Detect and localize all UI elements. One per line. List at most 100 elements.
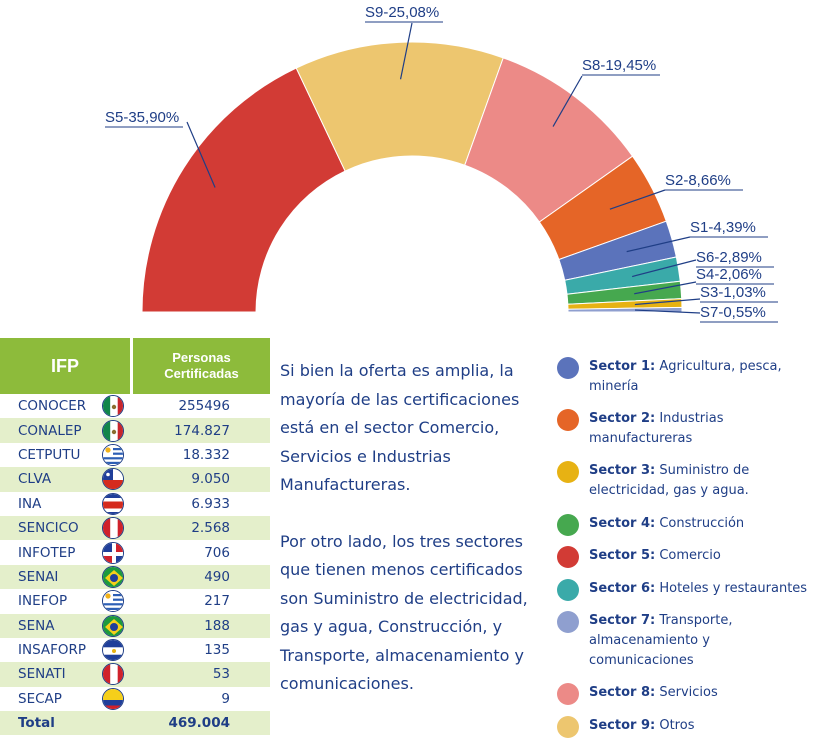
legend-swatch	[557, 716, 579, 738]
legend-text: Sector 6: Hoteles y restaurantes	[589, 579, 807, 601]
brazil-flag-icon	[102, 614, 124, 637]
leader-line	[634, 309, 701, 314]
ifp-name: INEFOP	[18, 593, 68, 610]
header-ifp: IFP	[0, 338, 130, 394]
certified-count: 53	[212, 666, 230, 683]
ifp-name: INA	[18, 495, 42, 512]
uruguay-flag-icon	[102, 443, 124, 466]
legend-sector-desc: Servicios	[655, 685, 718, 700]
legend-sector-name: Sector 9:	[589, 718, 656, 733]
legend-sector-name: Sector 1:	[589, 359, 656, 374]
paragraph-2: Por otro lado, los tres sectores que tie…	[280, 531, 528, 694]
legend-sector-desc: Agricultura, pesca, minería	[589, 359, 782, 394]
legend-sector-desc: Industrias manufactureras	[589, 411, 724, 446]
slice-label: S5-35,90%	[105, 109, 179, 126]
leader-line	[552, 75, 583, 127]
paragraph-1: Si bien la oferta es amplia, la mayoría …	[280, 361, 520, 494]
total-value: 469.004	[168, 715, 231, 732]
legend-sector-name: Sector 3:	[589, 463, 656, 478]
leader-line	[609, 189, 666, 210]
table-row: INSAFORP 135	[0, 638, 270, 662]
certified-count: 9.050	[191, 471, 230, 488]
legend-item-sector-3: Sector 3: Suministro de electricidad, ga…	[557, 461, 814, 501]
legend-item-sector-7: Sector 7: Transporte, almacenamiento y c…	[557, 611, 814, 671]
legend-swatch	[557, 579, 579, 601]
peru-flag-icon	[102, 517, 124, 540]
legend-sector-desc: Hoteles y restaurantes	[655, 581, 808, 596]
slice-label: S9-25,08%	[365, 4, 439, 21]
legend-text: Sector 2: Industrias manufactureras	[589, 409, 814, 449]
legend-item-sector-5: Sector 5: Comercio	[557, 546, 814, 568]
mexico-flag-icon	[102, 395, 124, 418]
table-row: SENAI 490	[0, 564, 270, 590]
legend-item-sector-8: Sector 8: Servicios	[557, 683, 814, 705]
brazil-flag-icon	[102, 565, 124, 588]
ifp-name: CETPUTU	[18, 446, 81, 463]
description-text: Si bien la oferta es amplia, la mayoría …	[280, 357, 552, 727]
certified-count: 135	[204, 642, 230, 659]
ifp-name: INSAFORP	[18, 642, 87, 659]
peru-flag-icon	[102, 663, 124, 686]
mexico-flag-icon	[102, 419, 124, 442]
leader-line	[626, 236, 691, 253]
slice-label: S2-8,66%	[665, 172, 731, 189]
legend-text: Sector 8: Servicios	[589, 683, 718, 705]
certified-count: 706	[204, 544, 230, 561]
total-label: Total	[18, 715, 55, 732]
legend-text: Sector 1: Agricultura, pesca, minería	[589, 357, 814, 397]
leader-line	[634, 281, 697, 295]
legend-item-sector-4: Sector 4: Construcción	[557, 514, 814, 536]
legend-sector-name: Sector 8:	[589, 685, 656, 700]
legend-item-sector-6: Sector 6: Hoteles y restaurantes	[557, 579, 814, 601]
slice-label: S8-19,45%	[582, 57, 656, 74]
legend-text: Sector 4: Construcción	[589, 514, 744, 536]
leader-line	[186, 121, 216, 188]
legend-swatch	[557, 409, 579, 431]
table-row: SECAP 9	[0, 687, 270, 711]
legend-item-sector-9: Sector 9: Otros	[557, 716, 814, 738]
legend-swatch	[557, 357, 579, 379]
ifp-name: CONALEP	[18, 422, 82, 439]
legend-sector-desc: Construcción	[655, 516, 745, 531]
certified-count: 490	[204, 568, 230, 585]
table-row: INEFOP 217	[0, 589, 270, 613]
legend-item-sector-2: Sector 2: Industrias manufactureras	[557, 409, 814, 449]
legend-text: Sector 5: Comercio	[589, 546, 721, 568]
table-row: INA 6.933	[0, 492, 270, 516]
certified-count: 18.332	[182, 446, 230, 463]
slice-label: S7-0,55%	[700, 304, 766, 321]
table-header: IFP Personas Certificadas	[0, 338, 270, 394]
legend-text: Sector 7: Transporte, almacenamiento y c…	[589, 611, 814, 671]
ifp-name: SENCICO	[18, 520, 79, 537]
slice-label: S3-1,03%	[700, 284, 766, 301]
half-donut-chart: S5-35,90% S9-25,08% S8-19,45% S2-8,66% S1-4,…	[105, 4, 778, 323]
table-row: SENATI 53	[0, 662, 270, 687]
legend-sector-name: Sector 6:	[589, 581, 656, 596]
legend-item-sector-1: Sector 1: Agricultura, pesca, minería	[557, 357, 814, 397]
ifp-name: CLVA	[18, 471, 52, 488]
slice-s5	[141, 67, 346, 313]
certified-count: 2.568	[191, 520, 230, 537]
legend-sector-name: Sector 2:	[589, 411, 656, 426]
uruguay-flag-icon	[102, 590, 124, 613]
chile-flag-icon	[102, 468, 124, 491]
el-salvador-flag-icon	[102, 639, 124, 662]
legend-sector-desc: Comercio	[655, 548, 721, 563]
legend-sector-desc: Otros	[655, 718, 695, 733]
slice-label: S4-2,06%	[696, 266, 762, 283]
legend-sector-name: Sector 5:	[589, 548, 656, 563]
ifp-name: SENAI	[18, 568, 59, 585]
dominican-republic-flag-icon	[102, 541, 124, 564]
legend-swatch	[557, 611, 579, 633]
legend-sector-name: Sector 4:	[589, 516, 656, 531]
certified-count: 6.933	[191, 495, 230, 512]
ifp-table: IFP Personas Certificadas CONOCER 255496 C…	[0, 338, 270, 736]
table-row: CLVA 9.050	[0, 467, 270, 492]
table-row: SENCICO 2.568	[0, 515, 270, 541]
slice-label: S6-2,89%	[696, 249, 762, 266]
certified-count: 188	[204, 617, 230, 634]
legend-swatch	[557, 546, 579, 568]
slice-label: S1-4,39%	[690, 219, 756, 236]
ecuador-flag-icon	[102, 687, 124, 710]
certified-count: 174.827	[174, 422, 230, 439]
